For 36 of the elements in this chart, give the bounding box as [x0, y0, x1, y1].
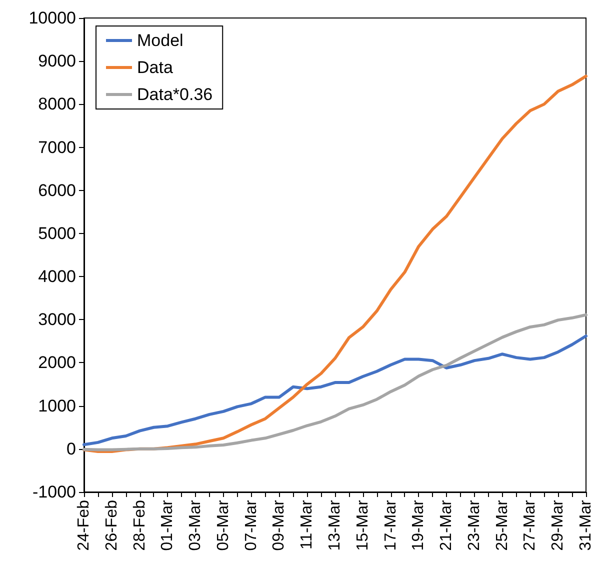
- x-tick-label: 24-Feb: [76, 500, 92, 551]
- y-tick-label: 0: [66, 439, 76, 458]
- x-tick-label: 19-Mar: [410, 499, 428, 551]
- y-tick-label: 10000: [28, 8, 76, 28]
- legend-label: Data*0.36: [137, 85, 213, 104]
- y-tick-label: 9000: [38, 52, 76, 71]
- y-tick-label: -1000: [32, 482, 76, 502]
- y-tick-label: 7000: [38, 138, 76, 157]
- legend-label: Model: [137, 31, 184, 50]
- y-tick-label: 8000: [38, 94, 76, 114]
- x-tick-label: 28-Feb: [131, 500, 148, 551]
- x-tick-label: 17-Mar: [382, 499, 400, 551]
- y-tick-label: 5000: [38, 224, 76, 243]
- legend-label: Data: [137, 58, 174, 77]
- y-tick-label: 6000: [38, 180, 76, 200]
- line-series: [82, 313, 588, 452]
- x-tick-label: 26-Feb: [103, 500, 120, 551]
- x-tick-label: 05-Mar: [214, 499, 232, 551]
- x-tick-label: 15-Mar: [354, 499, 372, 551]
- x-tick-label: 23-Mar: [466, 499, 483, 551]
- x-tick-label: 01-Mar: [159, 499, 176, 551]
- x-tick-label: 09-Mar: [270, 499, 288, 551]
- x-tick-label: 13-Mar: [326, 499, 344, 551]
- x-tick-label: 25-Mar: [494, 499, 511, 551]
- x-tick-label: 29-Mar: [550, 499, 567, 551]
- x-tick-label: 31-Mar: [578, 499, 594, 551]
- line-series: [82, 334, 588, 446]
- y-tick-label: 3000: [38, 310, 76, 330]
- y-tick-label: 4000: [38, 267, 76, 286]
- x-tick-label: 07-Mar: [242, 499, 260, 551]
- x-tick-label: 27-Mar: [522, 499, 539, 551]
- y-tick-label: 1000: [38, 396, 76, 416]
- x-tick-label: 03-Mar: [187, 499, 204, 551]
- x-tick-label: 21-Mar: [438, 499, 456, 551]
- x-tick-label: 11-Mar: [298, 499, 316, 550]
- y-tick-label: 2000: [38, 353, 76, 372]
